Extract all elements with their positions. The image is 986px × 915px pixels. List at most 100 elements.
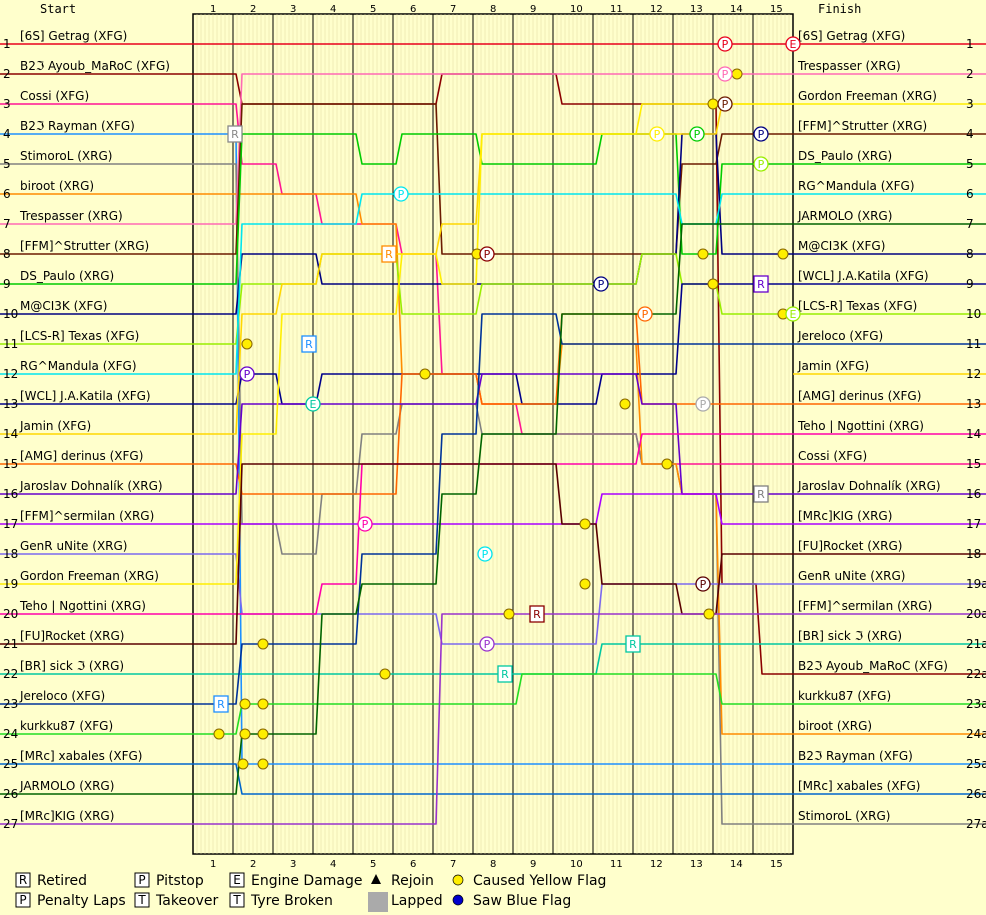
start-position-number: 18 [3,547,18,561]
lap-tick-bottom: 6 [410,859,416,870]
legend-symbol-box [15,892,31,908]
yellow-flag-marker [503,608,515,620]
start-driver-label: B2ℑ Ayoub_MaRoC (XFG) [20,59,170,73]
marker-glyph: R [217,698,225,711]
pitstop-marker [479,246,495,262]
start-position-number: 22 [3,667,18,681]
retired-marker [529,605,545,623]
start-position-number: 21 [3,637,18,651]
driver-position-line [193,313,793,705]
marker-glyph: P [482,548,489,561]
start-position-number: 10 [3,307,18,321]
pitstop-marker [695,576,711,592]
finish-position-number: 16 [966,487,981,501]
pitstop-marker [753,126,769,142]
yellow-flag-marker [257,728,269,740]
marker-glyph: R [629,638,637,651]
legend-label: Saw Blue Flag [473,893,571,909]
yellow-flag-marker [241,338,253,350]
start-position-number: 1 [3,37,11,51]
finish-position-number: 23a [966,697,986,711]
start-position-number: 5 [3,157,11,171]
legend-symbol [368,892,388,912]
finish-position-number: 2 [966,67,974,81]
marker-glyph: P [244,368,251,381]
pitstop-marker [717,96,733,112]
finish-driver-label: [AMG] derinus (XFG) [798,389,921,403]
marker-glyph: P [694,128,701,141]
yellow-flag-marker [579,518,591,530]
yellow-flag-marker [619,398,631,410]
legend-symbol [452,894,464,906]
finish-driver-label: [FFM]^Strutter (XRG) [798,119,927,133]
start-driver-label: [FU]Rocket (XRG) [20,629,124,643]
retired-marker [213,695,229,713]
lap-tick-bottom: 3 [290,859,296,870]
finish-driver-label: Teho | Ngottini (XRG) [797,419,924,433]
marker-glyph: R [533,608,541,621]
lap-tick-top: 7 [450,4,456,15]
marker-glyph: P [758,158,765,171]
driver-position-line [193,223,793,795]
retired-marker [301,335,317,353]
driver-position-line [193,613,793,825]
legend-symbol: T [137,893,146,907]
start-position-number: 26 [3,787,18,801]
start-driver-label: [MRc]KIG (XRG) [20,809,114,823]
pitstop-marker [717,66,733,82]
start-driver-label: biroot (XRG) [20,179,94,193]
finish-driver-label: [BR] sick ℑ (XRG) [798,629,902,643]
finish-driver-label: [MRc]KIG (XRG) [798,509,892,523]
lap-tick-top: 3 [290,4,296,15]
finish-driver-label: [WCL] J.A.Katila (XFG) [798,269,929,283]
lap-tick-bottom: 15 [770,859,783,870]
finish-driver-label: [FU]Rocket (XRG) [798,539,902,553]
yellow-flag-marker [379,668,391,680]
legend-symbol-box [15,872,31,888]
event-markers-layer: R R R R R R R R R P P P P P P P P P P P P P P P P P E E E [213,36,801,770]
lap-tick-top: 13 [690,4,703,15]
finish-position-number: 19a [966,577,986,591]
yellow-flag-marker [239,728,251,740]
finish-position-number: 13 [966,397,981,411]
legend-symbol: P [19,893,26,907]
start-driver-label: [6S] Getrag (XFG) [20,29,127,43]
finish-position-number: 17 [966,517,981,531]
legend-symbol: P [138,873,145,887]
start-driver-label: Gordon Freeman (XRG) [20,569,159,583]
yellow-flag-marker [419,368,431,380]
start-position-number: 9 [3,277,11,291]
finish-position-number: 12 [966,367,981,381]
pitstop-marker [593,276,609,292]
legend-symbol [452,874,464,886]
legend-label: Takeover [155,893,218,909]
legend-symbol-box [229,872,245,888]
lap-tick-top: 2 [250,4,256,15]
legend-label: Penalty Laps [37,893,126,909]
legend-label: Lapped [391,893,443,909]
start-position-number: 11 [3,337,18,351]
finish-position-number: 7 [966,217,974,231]
start-position-number: 13 [3,397,18,411]
legend-symbol-box [134,872,150,888]
finish-position-number: 21a [966,637,986,651]
legend-label: Pitstop [156,873,204,889]
finish-driver-label: DS_Paulo (XRG) [798,149,892,163]
lap-tick-bottom: 13 [690,859,703,870]
finish-driver-label: B2ℑ Ayoub_MaRoC (XFG) [798,659,948,673]
lap-tick-top: 12 [650,4,663,15]
finish-driver-label: Trespasser (XRG) [797,59,901,73]
driver-position-line [193,643,793,675]
finish-order-labels: 1 [6S] Getrag (XFG) 2 Trespasser (XRG) 3 Gord… [793,29,986,831]
start-driver-label: M@CI3K (XFG) [20,299,107,313]
marker-glyph: R [305,338,313,351]
start-driver-label: [MRc] xabales (XFG) [20,749,142,763]
marker-glyph: E [310,398,317,411]
finish-position-number: 20a [966,607,986,621]
pitstop-marker [717,36,733,52]
start-driver-label: GenR uNite (XRG) [20,539,127,553]
yellow-flag-marker [731,68,743,80]
pitstop-marker [357,516,373,532]
start-driver-label: Jamin (XFG) [19,419,91,433]
